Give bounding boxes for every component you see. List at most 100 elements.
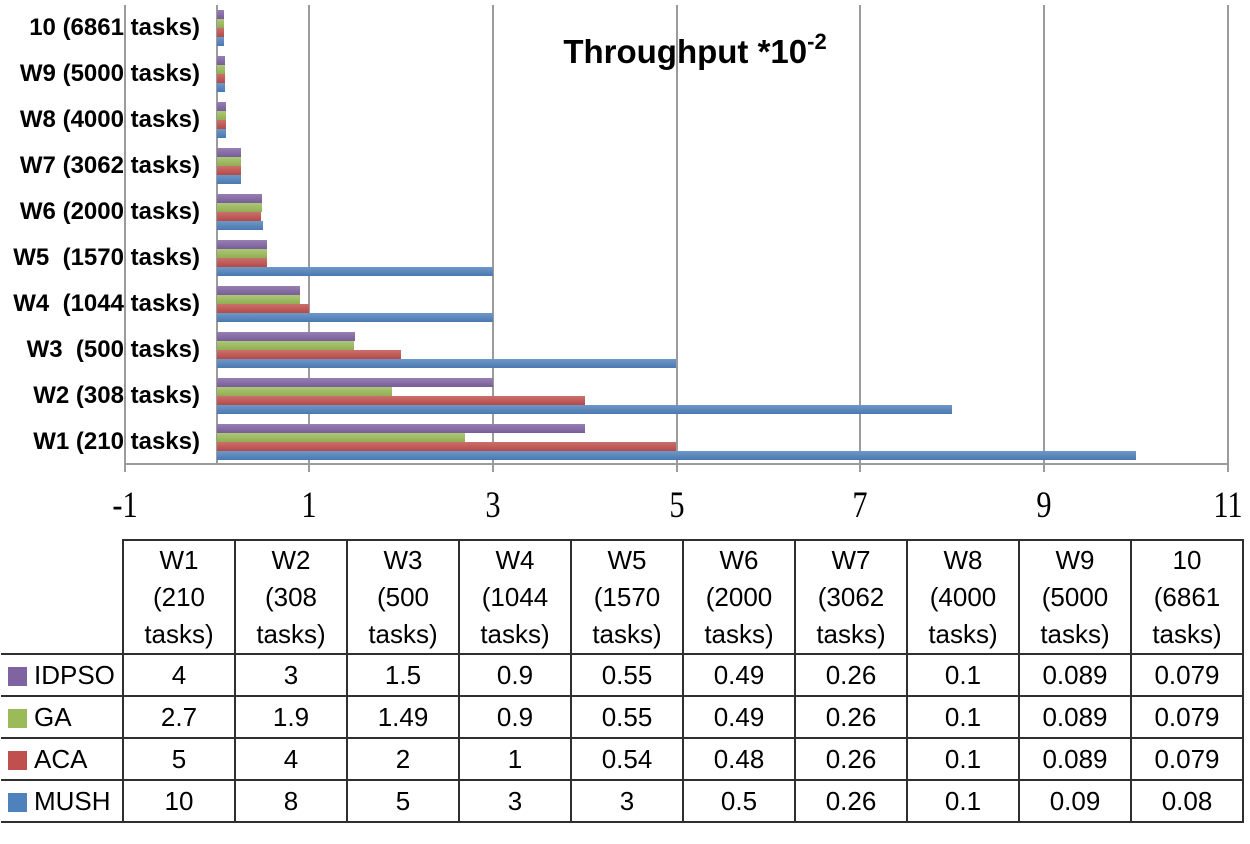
idpso-bar	[216, 148, 241, 157]
gridline	[1043, 5, 1046, 465]
table-cell: 0.49	[682, 695, 796, 739]
x-axis-tick	[491, 465, 494, 472]
idpso-bar	[216, 10, 225, 19]
table-cell: 3	[458, 779, 572, 823]
gridline	[675, 5, 678, 465]
x-tick-label: 1	[301, 485, 317, 526]
category-axis-line	[215, 5, 218, 465]
table-cell: 3	[570, 779, 684, 823]
table-cell: 0.48	[682, 737, 796, 781]
table-cell: 0.26	[794, 737, 908, 781]
category-label: W9 (5000 tasks)	[19, 60, 200, 87]
row-label: MUSH	[1, 779, 124, 823]
table-cell: 0.54	[570, 737, 684, 781]
column-header: W3 (500 tasks)	[346, 539, 460, 655]
mush-bar	[216, 359, 677, 368]
idpso-bar	[216, 194, 262, 203]
table-cell: 3	[234, 653, 348, 697]
chart-title: Throughput *10-2	[563, 29, 827, 71]
idpso-bar	[216, 240, 268, 249]
table-row: MUSH 10 8 5 3 3 0.5 0.26 0.1 0.09 0.08	[1, 779, 1244, 823]
idpso-bar	[216, 56, 226, 65]
aca-bar	[216, 120, 227, 129]
table-cell: 0.26	[794, 653, 908, 697]
category-label: 10 (6861 tasks)	[29, 14, 200, 41]
ga-bar	[216, 295, 300, 304]
series-name: GA	[34, 701, 72, 732]
gridline	[859, 5, 862, 465]
aca-bar	[216, 258, 267, 267]
table-cell: 1.49	[346, 695, 460, 739]
category-label: W5 (1570 tasks)	[13, 244, 200, 271]
table-cell: 0.089	[1018, 737, 1132, 781]
idpso-bar	[216, 286, 300, 295]
category-label: W8 (4000 tasks)	[19, 106, 200, 133]
idpso-bar	[216, 378, 493, 387]
category-label: W4 (1044 tasks)	[13, 290, 200, 317]
mush-bar	[216, 313, 493, 322]
mush-bar	[216, 37, 225, 46]
series-name: ACA	[34, 743, 88, 774]
table-cell: 0.1	[906, 653, 1020, 697]
column-header: W7 (3062 tasks)	[794, 539, 908, 655]
table-cell: 0.49	[682, 653, 796, 697]
aca-bar	[216, 350, 401, 359]
category-label: W2 (308 tasks)	[33, 382, 200, 409]
ga-bar	[216, 341, 354, 350]
table-cell: 0.089	[1018, 653, 1132, 697]
table-cell: 0.55	[570, 653, 684, 697]
gridline	[491, 5, 494, 465]
x-axis-tick	[124, 465, 126, 472]
row-label: ACA	[1, 737, 124, 781]
table-cell: 0.09	[1018, 779, 1132, 823]
table-cell: 8	[234, 779, 348, 823]
aca-legend-swatch-icon	[8, 750, 27, 770]
x-axis-tick	[859, 465, 862, 472]
table-row: IDPSO 4 3 1.5 0.9 0.55 0.49 0.26 0.1 0.089 0.079	[1, 653, 1244, 697]
table-cell: 0.08	[1130, 779, 1244, 823]
table-cell: 0.5	[682, 779, 796, 823]
chart-title-exponent: -2	[807, 29, 827, 54]
series-name: IDPSO	[34, 659, 115, 690]
column-header: W9 (5000 tasks)	[1018, 539, 1132, 655]
ga-bar	[216, 111, 227, 120]
category-label: W3 (500 tasks)	[26, 336, 200, 363]
table-cell: 0.079	[1130, 737, 1244, 781]
row-label: IDPSO	[1, 653, 124, 697]
table-cell: 0.079	[1130, 653, 1244, 697]
x-axis-line	[125, 463, 1228, 465]
mush-bar	[216, 129, 227, 138]
column-header: W2 (308 tasks)	[234, 539, 348, 655]
idpso-bar	[216, 424, 585, 433]
idpso-bar	[216, 102, 227, 111]
table-cell: 10	[122, 779, 236, 823]
aca-bar	[216, 442, 677, 451]
mush-bar	[216, 405, 953, 414]
table-row: GA 2.7 1.9 1.49 0.9 0.55 0.49 0.26 0.1 0.089 0.079	[1, 695, 1244, 739]
ga-bar	[216, 387, 392, 396]
ga-bar	[216, 65, 226, 74]
ga-bar	[216, 203, 262, 212]
mush-bar	[216, 451, 1137, 460]
x-tick-label: 11	[1213, 485, 1243, 526]
table-cell: 0.079	[1130, 695, 1244, 739]
gridline	[1227, 5, 1229, 465]
table-cell: 2.7	[122, 695, 236, 739]
aca-bar	[216, 74, 226, 83]
x-tick-label: -1	[112, 485, 138, 526]
mush-bar	[216, 221, 263, 230]
mush-bar	[216, 267, 493, 276]
table-cell: 0.1	[906, 737, 1020, 781]
column-header: W5 (1570 tasks)	[570, 539, 684, 655]
mush-legend-swatch-icon	[8, 792, 27, 812]
column-header: 10 (6861 tasks)	[1130, 539, 1244, 655]
aca-bar	[216, 304, 309, 313]
idpso-legend-swatch-icon	[8, 666, 27, 686]
table-cell: 0.1	[906, 779, 1020, 823]
table-cell: 5	[122, 737, 236, 781]
table-cell: 1.9	[234, 695, 348, 739]
aca-bar	[216, 212, 262, 221]
table-cell: 0.26	[794, 779, 908, 823]
x-axis-tick	[307, 465, 310, 472]
